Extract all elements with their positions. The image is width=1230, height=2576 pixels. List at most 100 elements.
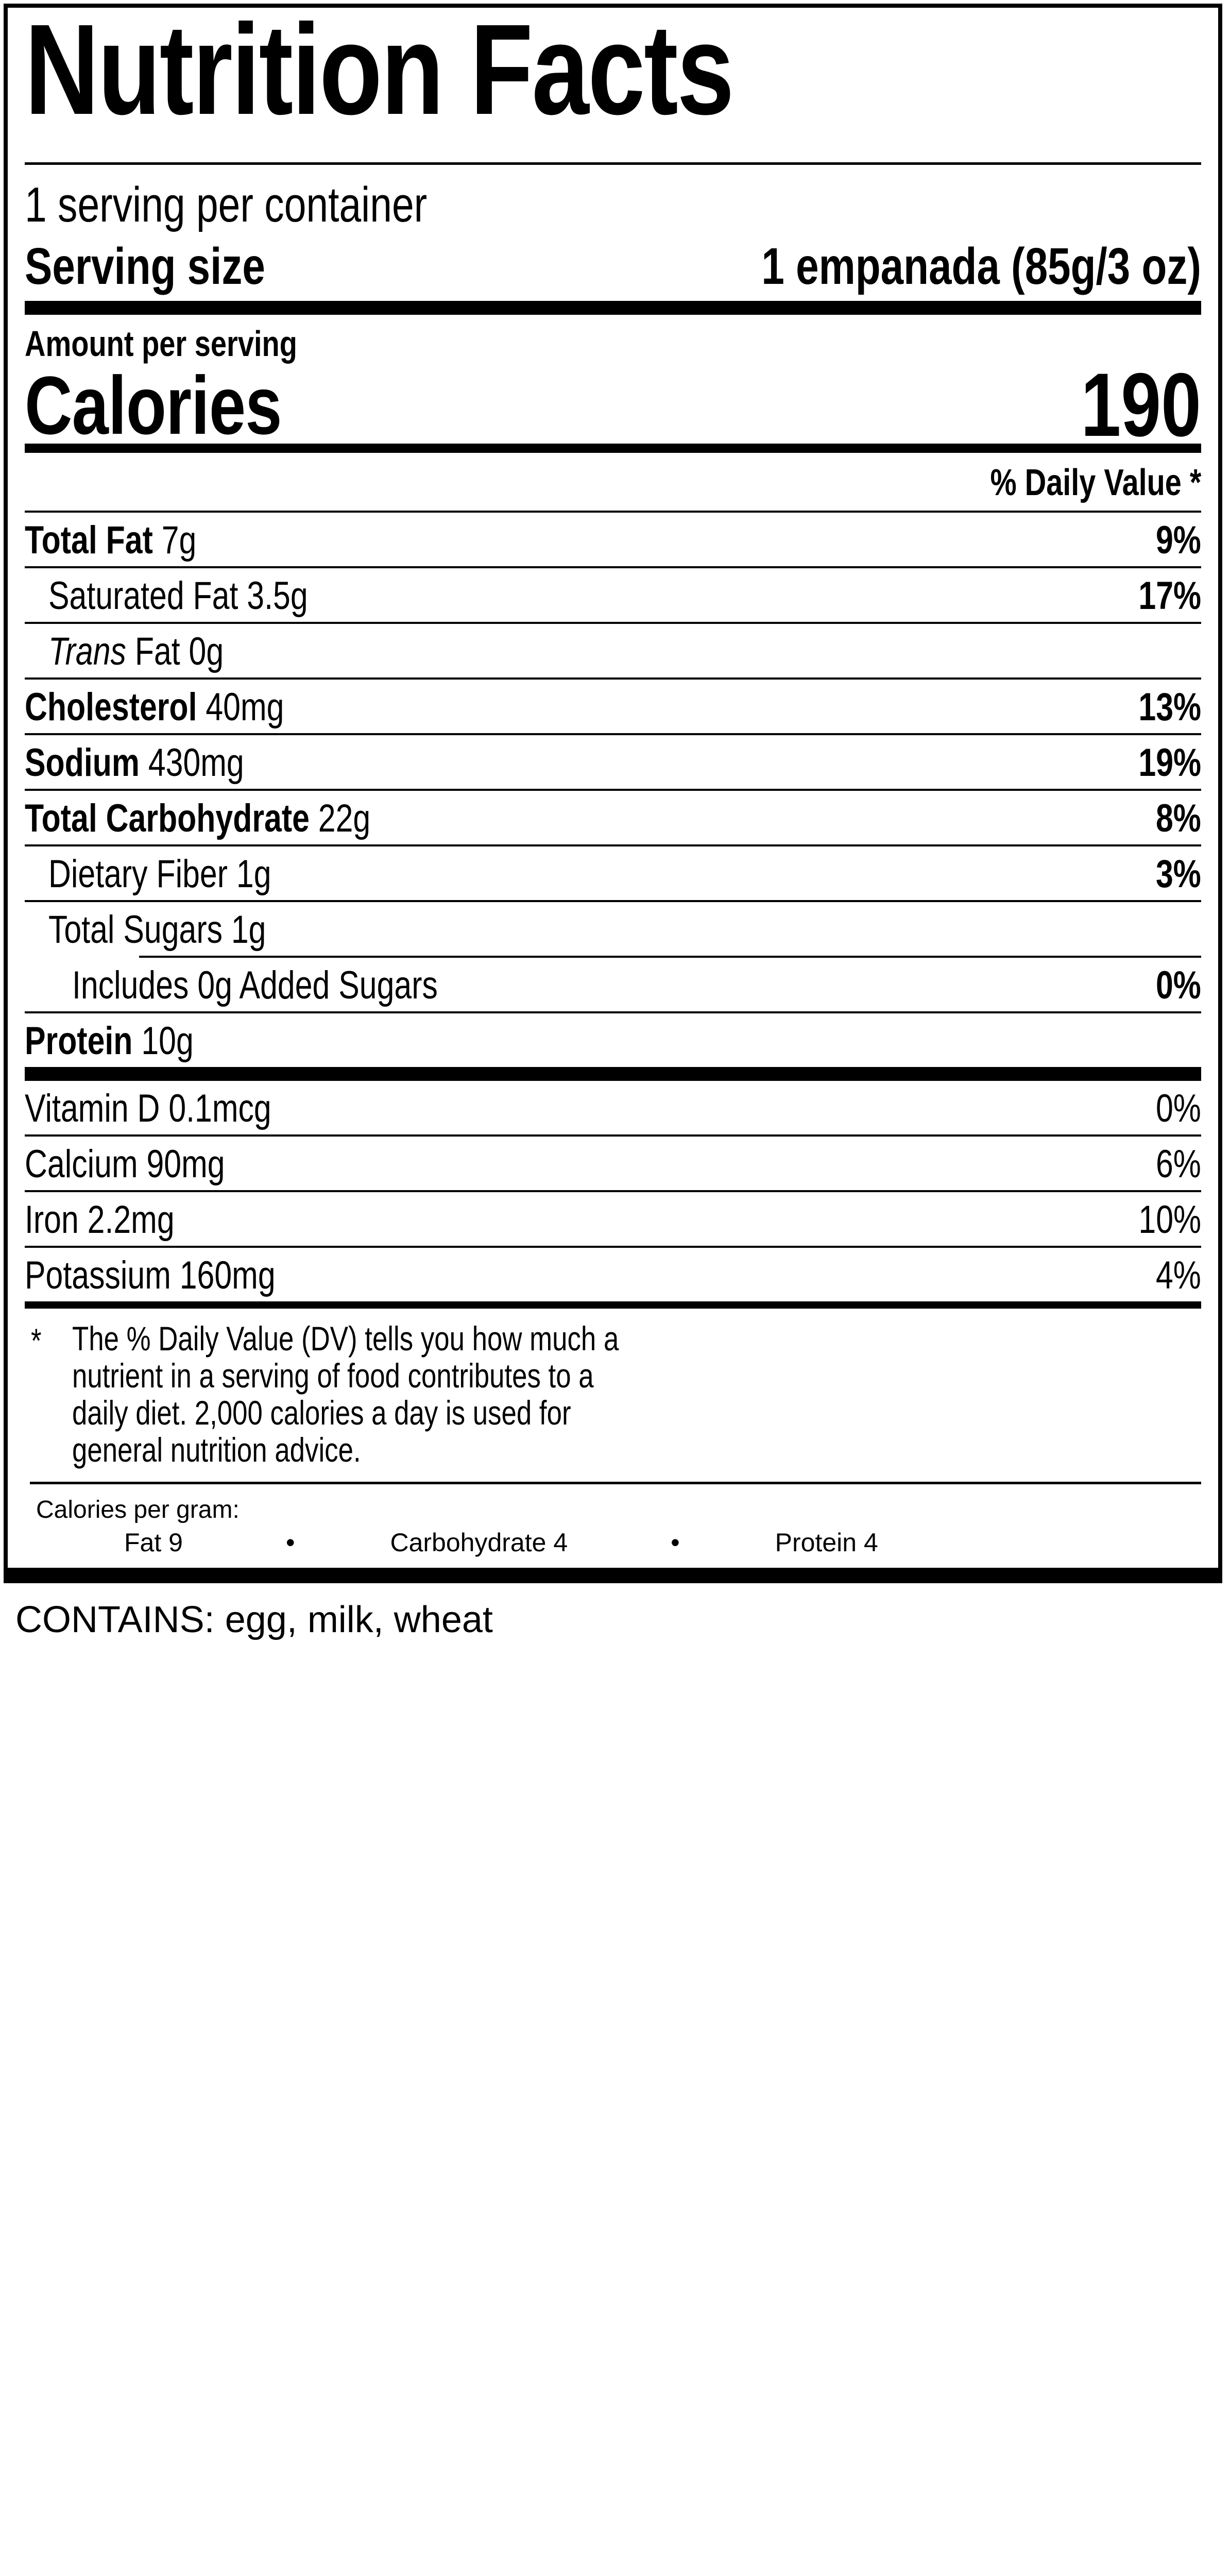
bar-bottom-border [4,1568,1222,1583]
row-divider [25,733,1201,735]
nutrient-row: Sodium 430mg 19% [25,735,1201,789]
micronutrient-label: Vitamin D 0.1mcg [25,1087,271,1130]
row-divider [25,566,1201,568]
nutrient-amount: 430mg [148,741,244,785]
nutrient-percent: 3% [1156,852,1201,896]
cpg-spacer-2 [183,1526,286,1560]
micronutrient-row: Iron 2.2mg 10% [25,1192,1201,1246]
amount-per-serving-label: Amount per serving [25,324,297,364]
bar-under-serving-size [25,301,1201,315]
micronutrient-row: Vitamin D 0.1mcg 0% [25,1081,1201,1134]
label-title-area: Nutrition Facts [25,8,1201,162]
micronutrient-percent: 4% [1156,1253,1201,1297]
nutrient-percent: 19% [1138,741,1201,785]
nutrient-label: Includes 0g Added Sugars [72,962,529,1009]
daily-value-footnote: * The % Daily Value (DV) tells you how m… [25,1309,1201,1482]
footnote-line-3: daily diet. 2,000 calories a day is used… [72,1394,571,1432]
nutrient-name: Includes 0g Added Sugars [72,963,438,1007]
nutrient-percent: 17% [1138,574,1201,618]
micronutrient-percent: 6% [1156,1142,1201,1186]
nutrient-label: Protein 10g [25,1018,236,1065]
calories-row: Calories 190 [25,355,1201,455]
contains-statement: CONTAINS: egg, milk, wheat [15,1599,493,1640]
row-divider [25,511,1201,513]
nutrient-amount: 1g [236,852,271,896]
nutrient-percent: 13% [1138,685,1201,729]
nutrient-label: Trans Fat 0g [48,628,267,675]
nutrient-percent: 8% [1156,796,1201,840]
nutrient-row: Trans Fat 0g [25,624,1201,677]
cpg-separator-2: • [671,1528,680,1557]
micronutrient-row: Potassium 160mg 4% [25,1248,1201,1301]
nutrient-name: Total Sugars [48,908,223,952]
daily-value-header: % Daily Value * [990,462,1201,503]
nutrient-label: Cholesterol 40mg [25,684,349,731]
nutrient-amount: 3.5g [247,574,308,618]
micronutrient-percent: 10% [1138,1198,1201,1242]
bar-under-calories [25,444,1201,453]
nutrient-label: Total Carbohydrate 22g [25,795,457,842]
bar-under-protein [25,1067,1201,1081]
nutrient-label: Dietary Fiber 1g [48,851,327,898]
serving-size-label: Serving size [25,238,265,295]
cpg-spacer-1 [44,1526,124,1560]
nutrient-name: Dietary Fiber [48,852,228,896]
nutrient-row: Saturated Fat 3.5g 17% [25,568,1201,622]
nutrient-label: Sodium 430mg [25,739,299,787]
cpg-carbohydrate: Carbohydrate 4 [390,1528,568,1557]
nutrient-name: Trans [48,630,126,673]
calories-value: 190 [1081,355,1201,455]
row-divider [25,1190,1201,1192]
nutrient-row: Total Fat 7g 9% [25,513,1201,566]
nutrient-label: Total Fat 7g [25,517,240,564]
cpg-spacer-5 [680,1526,775,1560]
rule-above-added-sugars [139,956,1201,958]
label-title: Nutrition Facts [25,8,910,147]
nutrient-label: Saturated Fat 3.5g [48,572,373,620]
nutrient-amount: 7g [161,518,197,562]
nutrient-amount: 10g [141,1019,194,1063]
micronutrient-label: Iron 2.2mg [25,1198,175,1242]
footnote-line-1: The % Daily Value (DV) tells you how muc… [72,1319,619,1358]
nutrient-percent: 0% [1156,963,1201,1007]
footnote-line-2: nutrient in a serving of food contribute… [72,1357,594,1395]
nutrient-row: Protein 10g [25,1013,1201,1067]
nutrient-row: Cholesterol 40mg 13% [25,680,1201,733]
cpg-spacer-4 [568,1526,671,1560]
micronutrient-rows: Vitamin D 0.1mcg 0% Calcium 90mg 6% Iron 2.2… [25,1081,1201,1301]
nutrient-amount: 22g [318,796,371,840]
footnote-text: The % Daily Value (DV) tells you how muc… [72,1320,706,1468]
rule-above-calories-per-gram [30,1482,1201,1484]
nutrition-facts-inner: Nutrition Facts 1 serving per container … [8,8,1218,1568]
footnote-line-4: general nutrition advice. [72,1431,361,1469]
calories-per-gram-row: Fat 9 • Carbohydrate 4 • Protein 4 [25,1526,1201,1560]
nutrient-label: Total Sugars 1g [48,906,320,954]
calories-label: Calories [25,359,282,451]
row-divider [25,677,1201,680]
nutrient-amount: 40mg [206,685,284,729]
footnote-asterisk: * [31,1321,42,1360]
label-title-text: Nutrition Facts [25,8,734,141]
nutrient-name: Total Carbohydrate [25,796,310,840]
nutrient-name: Cholesterol [25,685,197,729]
nutrient-row: Total Carbohydrate 22g 8% [25,791,1201,844]
servings-per-container: 1 serving per container [25,165,1201,236]
servings-per-container-text: 1 serving per container [25,177,428,232]
row-divider [25,1134,1201,1137]
calories-per-gram-block: Calories per gram: Fat 9 • Carbohydrate … [25,1484,1201,1568]
micronutrient-label: Calcium 90mg [25,1142,225,1186]
nutrient-name: Protein [25,1019,133,1063]
serving-size-value: 1 empanada (85g/3 oz) [761,238,1201,295]
calories-per-gram-title: Calories per gram: [36,1496,240,1523]
nutrient-row: Dietary Fiber 1g 3% [25,846,1201,900]
nutrient-percent: 9% [1156,518,1201,562]
cpg-protein: Protein 4 [775,1528,878,1557]
nutrition-facts-panel: Nutrition Facts 1 serving per container … [4,4,1222,1568]
nutrient-name: Saturated Fat [48,574,238,618]
cpg-fat: Fat 9 [124,1528,183,1557]
micronutrient-percent: 0% [1156,1087,1201,1130]
nutrient-name: Total Fat [25,518,153,562]
nutrient-rows: Total Fat 7g 9% Saturated Fat 3.5g 17% Trans… [25,511,1201,1067]
row-divider [25,1246,1201,1248]
